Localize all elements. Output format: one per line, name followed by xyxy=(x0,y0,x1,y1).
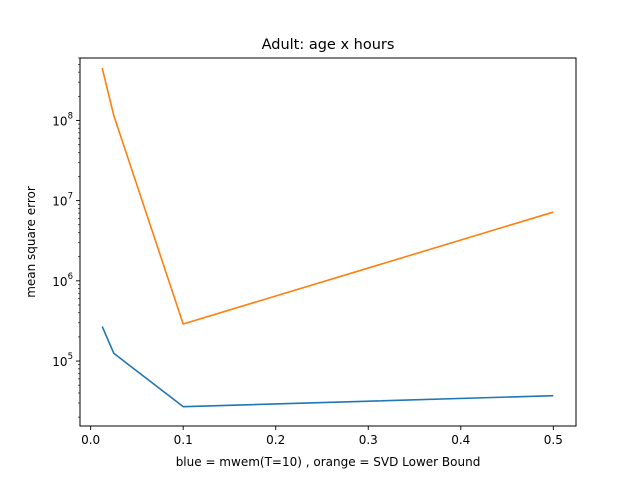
x-tick-label: 0.4 xyxy=(451,433,470,447)
y-tick-label-exponent: 6 xyxy=(68,272,73,282)
x-tick-label: 0.3 xyxy=(359,433,378,447)
y-tick-label: 107 xyxy=(52,192,73,209)
series-line-1 xyxy=(101,326,554,408)
x-tick-label: 0.5 xyxy=(544,433,563,447)
x-axis: 0.0 0.1 0.2 0.3 0.4 0.5 xyxy=(81,426,563,447)
y-tick-label-exponent: 5 xyxy=(68,352,73,362)
y-tick-label-base: 10 xyxy=(52,355,67,369)
y-tick-label-base: 10 xyxy=(52,195,67,209)
chart-title: Adult: age x hours xyxy=(262,37,395,53)
x-axis-label: blue = mwem(T=10) , orange = SVD Lower B… xyxy=(176,455,481,469)
y-tick-label: 105 xyxy=(52,352,73,369)
plot-frame xyxy=(79,57,577,427)
x-tick-label: 0.2 xyxy=(266,433,285,447)
series-line-2 xyxy=(101,67,554,325)
y-tick-label: 108 xyxy=(52,111,73,128)
y-tick-label-base: 10 xyxy=(52,275,67,289)
series-layer xyxy=(101,67,554,408)
x-tick-label: 0.0 xyxy=(81,433,100,447)
x-tick-label: 0.1 xyxy=(174,433,193,447)
y-tick-label-exponent: 8 xyxy=(68,111,73,121)
y-tick-label-base: 10 xyxy=(52,114,67,128)
y-axis-label: mean square error xyxy=(24,186,38,298)
y-tick-label-exponent: 7 xyxy=(68,192,73,202)
y-tick-label: 106 xyxy=(52,272,73,289)
